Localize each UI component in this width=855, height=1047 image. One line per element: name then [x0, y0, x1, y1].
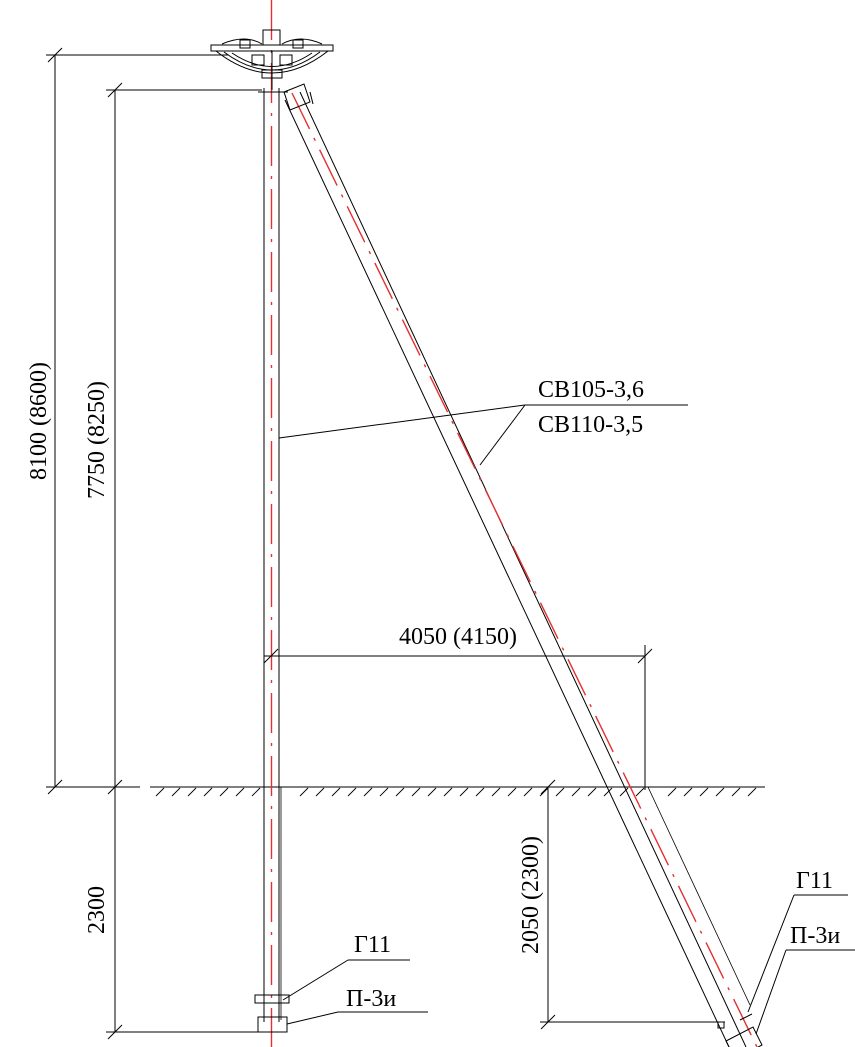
ground-hatching	[155, 787, 757, 797]
hatch-mark	[523, 787, 533, 797]
hatch-mark	[555, 787, 565, 797]
hatch-mark	[171, 787, 181, 797]
label-strut-spacing: 4050 (4150)	[399, 624, 517, 650]
hatch-mark	[331, 787, 341, 797]
hatch-mark	[379, 787, 389, 797]
hatch-mark	[411, 787, 421, 797]
pole-head-fitting	[210, 29, 334, 93]
dim-strut-spacing: 4050 (4150)	[263, 624, 653, 790]
hatch-mark	[203, 787, 213, 797]
hatch-mark	[619, 787, 629, 797]
callout-pole-types: СВ105-3,6 СВ110-3,5	[278, 377, 688, 466]
hatch-mark	[507, 787, 517, 797]
main-pole	[254, 0, 290, 1047]
callout-pole-foot: Г11 П-3и	[282, 932, 428, 1025]
hatch-mark	[587, 787, 597, 797]
hatch-mark	[395, 787, 405, 797]
hatch-mark	[683, 787, 693, 797]
label-strut-slab: П-3и	[790, 923, 840, 949]
hatch-mark	[427, 787, 437, 797]
hatch-mark	[603, 787, 613, 797]
hatch-mark	[635, 787, 645, 797]
hatch-mark	[699, 787, 709, 797]
hatch-mark	[539, 787, 549, 797]
hatch-mark	[219, 787, 229, 797]
hatch-mark	[299, 787, 309, 797]
label-buried-depth-pole: 2300	[84, 886, 110, 934]
hatch-mark	[731, 787, 741, 797]
dim-above-ground: 7750 (8250) 2300	[46, 82, 262, 1040]
hatch-mark	[363, 787, 373, 797]
strut-slab-p3i	[725, 1026, 763, 1047]
hatch-mark	[235, 787, 245, 797]
callout-strut-foot: Г11 П-3и	[747, 868, 855, 1035]
dim-strut-depth: 2050 (2300)	[518, 779, 725, 1030]
label-pole-clamp: Г11	[354, 932, 391, 958]
hatch-mark	[443, 787, 453, 797]
hatch-mark	[715, 787, 725, 797]
inclined-strut	[283, 83, 763, 1047]
hatch-mark	[475, 787, 485, 797]
label-pole-slab: П-3и	[346, 986, 396, 1012]
label-strut-depth: 2050 (2300)	[518, 836, 544, 954]
hatch-mark	[251, 787, 261, 797]
hatch-mark	[347, 787, 357, 797]
ground-line	[150, 786, 765, 797]
hatch-mark	[187, 787, 197, 797]
hatch-mark	[491, 787, 501, 797]
pole-slab-p3i	[257, 1016, 288, 1033]
label-pole-type-2: СВ110-3,5	[538, 412, 643, 438]
label-total-height: 8100 (8600)	[26, 362, 52, 480]
strut-axis	[291, 92, 758, 1047]
dim-total-height: 8100 (8600)	[26, 47, 228, 795]
hatch-mark	[155, 787, 165, 797]
hatch-mark	[459, 787, 469, 797]
hatch-mark	[571, 787, 581, 797]
label-pole-type-1: СВ105-3,6	[538, 377, 644, 403]
label-above-ground: 7750 (8250)	[84, 381, 110, 499]
hatch-mark	[315, 787, 325, 797]
label-strut-clamp: Г11	[796, 868, 833, 894]
hatch-mark	[667, 787, 677, 797]
pole-clamp-g11	[254, 994, 290, 1004]
hatch-mark	[747, 787, 757, 797]
